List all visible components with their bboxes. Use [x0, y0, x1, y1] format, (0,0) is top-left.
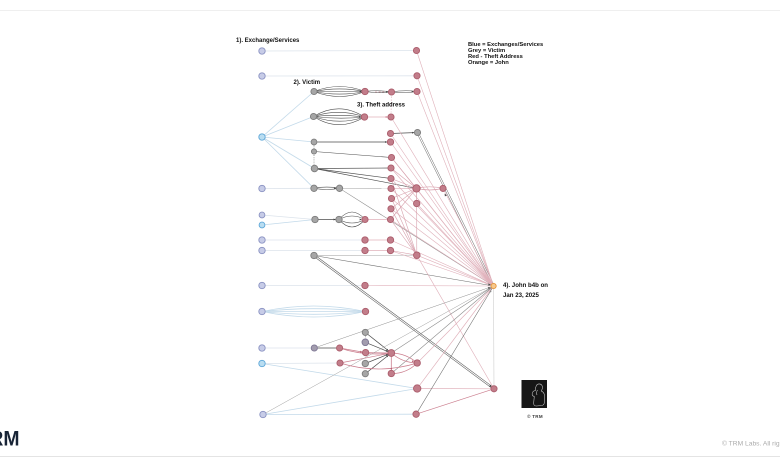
svg-text:© TRM Labs. All rights reserve: © TRM Labs. All rights reserved. — [722, 439, 780, 447]
svg-text:© TRM: © TRM — [527, 413, 543, 419]
svg-text:2). Victim: 2). Victim — [294, 80, 321, 86]
svg-text:3). Theft address: 3). Theft address — [357, 102, 406, 108]
svg-text:Jan 23, 2025: Jan 23, 2025 — [503, 292, 540, 299]
svg-text:4). John b4b on: 4). John b4b on — [503, 282, 548, 289]
svg-text:1). Exchange/Services: 1). Exchange/Services — [236, 38, 300, 44]
svg-text:TRM: TRM — [0, 427, 20, 450]
svg-text:Grey = Victim: Grey = Victim — [468, 48, 505, 54]
svg-text:Red - Theft Address: Red - Theft Address — [468, 54, 523, 60]
svg-text:Orange = John: Orange = John — [468, 60, 509, 66]
svg-text:Blue = Exchanges/Services: Blue = Exchanges/Services — [468, 42, 543, 48]
